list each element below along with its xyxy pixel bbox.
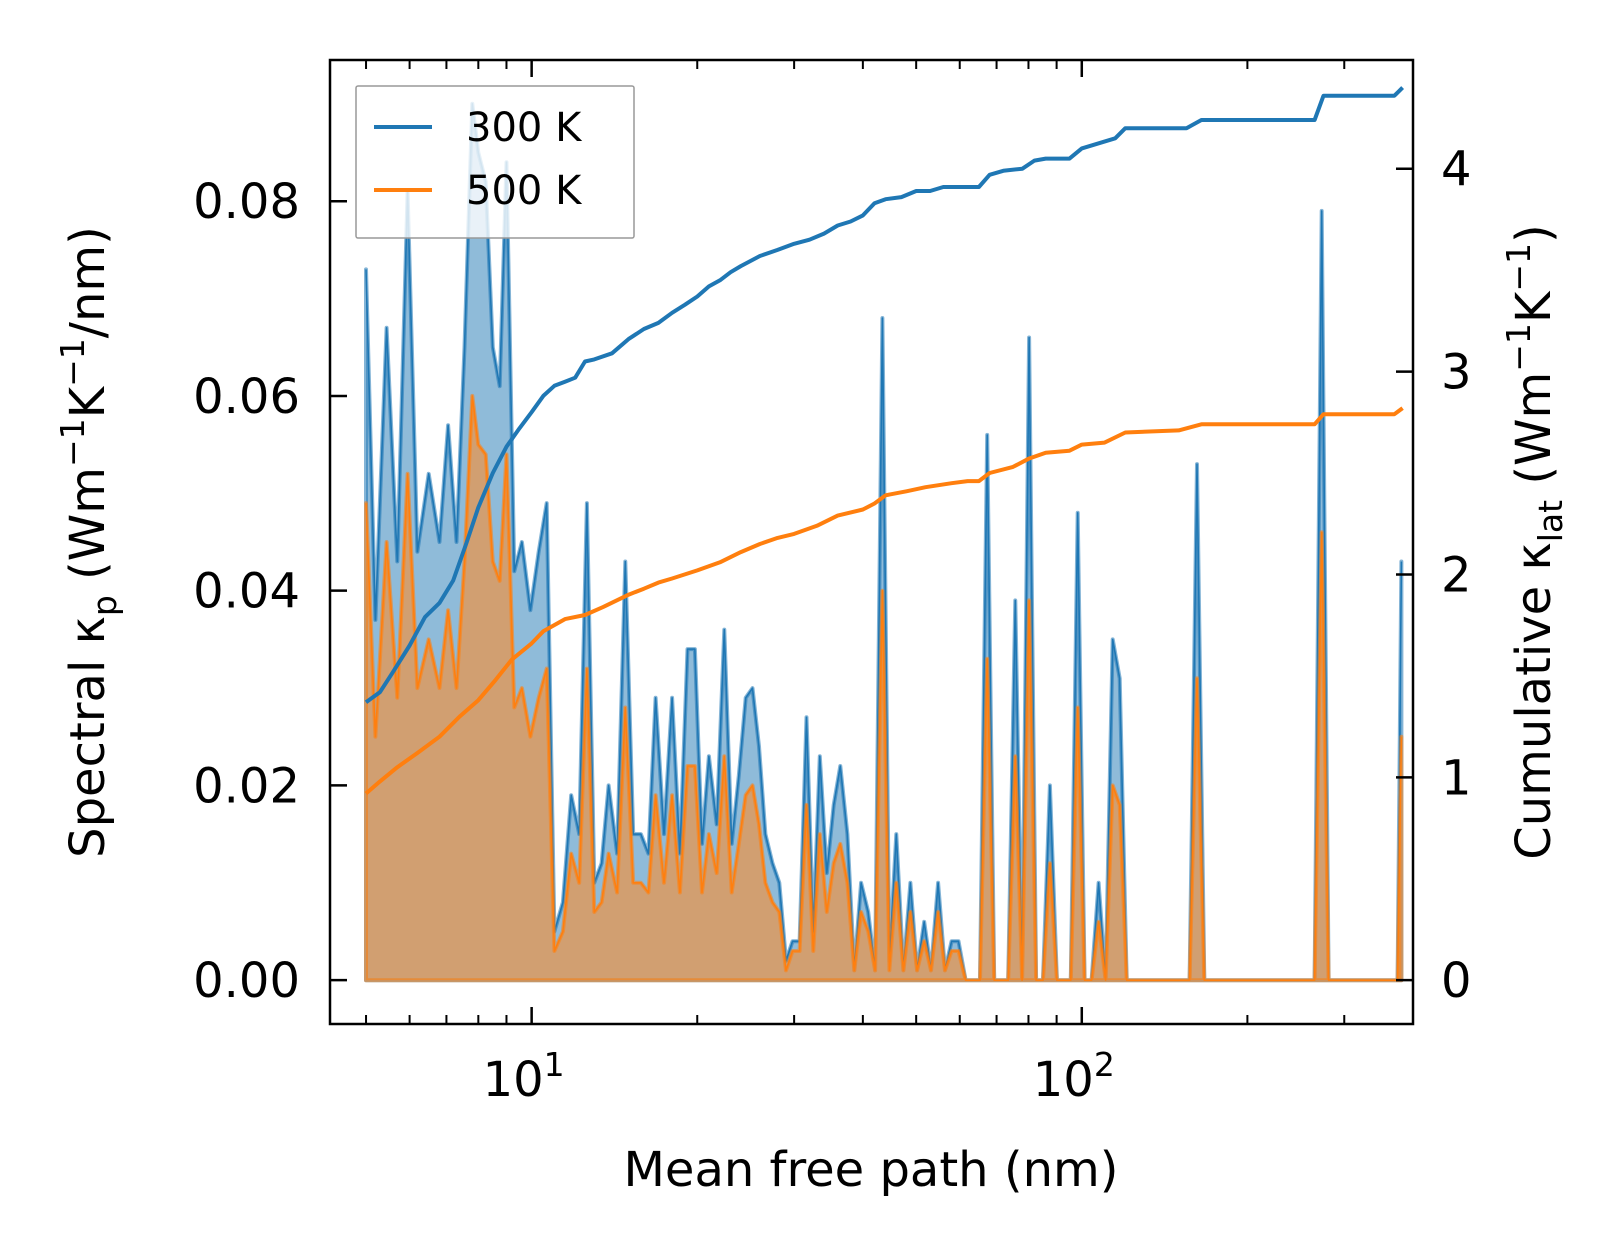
y-left-tick-label: 0.04 xyxy=(193,564,300,620)
spectral-areas xyxy=(364,101,1404,983)
cumulative-line-300k xyxy=(364,86,1405,704)
y-right-tick-label: 2 xyxy=(1441,547,1472,603)
legend: 300 K 500 K xyxy=(355,85,635,239)
x-axis-title: Mean free path (nm) xyxy=(624,1142,1119,1198)
legend-label-300k: 300 K xyxy=(466,105,583,151)
data-lines xyxy=(364,86,1405,796)
x-tick-label: 102 xyxy=(1033,1045,1115,1108)
cumulative-line-500k xyxy=(364,406,1404,796)
legend-label-500k: 500 K xyxy=(466,168,583,214)
y-right-tick-label: 0 xyxy=(1441,953,1472,1009)
y-left-tick-label: 0.00 xyxy=(193,953,300,1009)
y-left-tick-label: 0.08 xyxy=(193,174,300,230)
y-left-tick-label: 0.06 xyxy=(193,369,300,425)
y-left-tick-label: 0.02 xyxy=(193,758,300,814)
y-right-tick-label: 4 xyxy=(1441,142,1472,198)
y-right-axis-title: Cumulative κlat (Wm−1K−1) xyxy=(1499,224,1570,860)
y-left-axis-title: Spectral κp (Wm−1K−1/nm) xyxy=(53,226,124,858)
y-right-tick-label: 3 xyxy=(1441,345,1472,401)
spectral-line-500k xyxy=(365,395,1403,981)
legend-box xyxy=(355,85,635,239)
x-tick-label: 101 xyxy=(483,1045,565,1108)
axis-ticks: 101 102 0.00 0.02 0.04 0.06 0.08 0 1 2 3 4 xyxy=(193,60,1472,1108)
y-right-tick-label: 1 xyxy=(1441,750,1472,806)
plot-frame xyxy=(328,58,1415,1026)
